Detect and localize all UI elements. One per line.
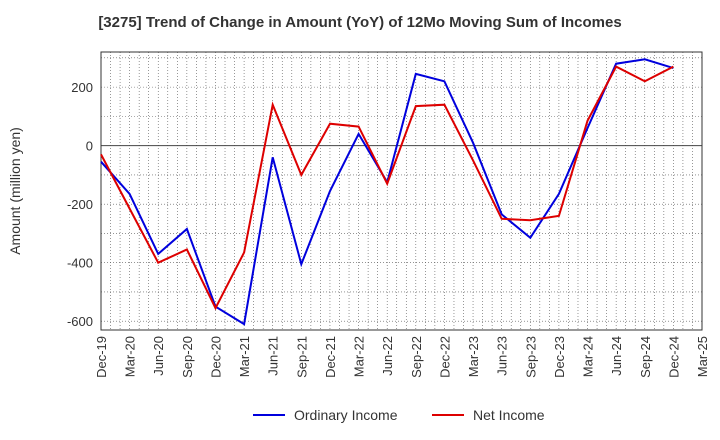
x-tick-label: Dec-19 <box>94 336 109 378</box>
x-tick-label: Jun-22 <box>380 336 395 376</box>
x-tick-label: Sep-20 <box>180 336 195 378</box>
x-tick-labels: Dec-19 Mar-20 Jun-20 Sep-20 Dec-20 Mar-21 Jun-… <box>94 336 710 378</box>
legend: Ordinary Income Net Income <box>253 407 545 423</box>
x-tick-label: Sep-24 <box>638 336 653 378</box>
series-lines <box>100 58 674 326</box>
y-tick-label: -600 <box>67 314 93 329</box>
x-tick-label: Dec-21 <box>323 336 338 378</box>
x-tick-label: Mar-25 <box>695 336 710 377</box>
y-tick-label: -400 <box>67 256 93 271</box>
y-tick-labels: 200 0 -200 -400 -600 <box>67 80 93 329</box>
x-tick-label: Jun-24 <box>609 336 624 376</box>
grid <box>101 52 702 330</box>
x-tick-label: Dec-24 <box>666 336 681 378</box>
x-tick-label: Mar-24 <box>581 336 596 377</box>
x-tick-label: Jun-21 <box>266 336 281 376</box>
x-tick-label: Dec-23 <box>552 336 567 378</box>
series-line-ordinary-income <box>100 58 674 326</box>
x-tick-label: Mar-22 <box>352 336 367 377</box>
x-tick-label: Dec-22 <box>437 336 452 378</box>
legend-label: Ordinary Income <box>294 407 398 423</box>
y-tick-label: 0 <box>86 139 93 154</box>
x-tick-label: Jun-20 <box>151 336 166 376</box>
x-tick-label: Sep-22 <box>409 336 424 378</box>
x-tick-label: Sep-21 <box>294 336 309 378</box>
y-axis-title: Amount (million yen) <box>7 127 23 255</box>
plot-frame <box>100 51 703 331</box>
x-tick-label: Jun-23 <box>495 336 510 376</box>
y-tick-label: 200 <box>71 80 93 95</box>
chart-title: [3275] Trend of Change in Amount (YoY) o… <box>98 14 622 31</box>
x-tick-label: Mar-20 <box>123 336 138 377</box>
y-tick-label: -200 <box>67 197 93 212</box>
x-tick-label: Dec-20 <box>208 336 223 378</box>
x-tick-label: Sep-23 <box>523 336 538 378</box>
legend-label: Net Income <box>473 407 545 423</box>
x-tick-label: Mar-21 <box>237 336 252 377</box>
x-tick-label: Mar-23 <box>466 336 481 377</box>
series-line-net-income <box>100 65 674 311</box>
